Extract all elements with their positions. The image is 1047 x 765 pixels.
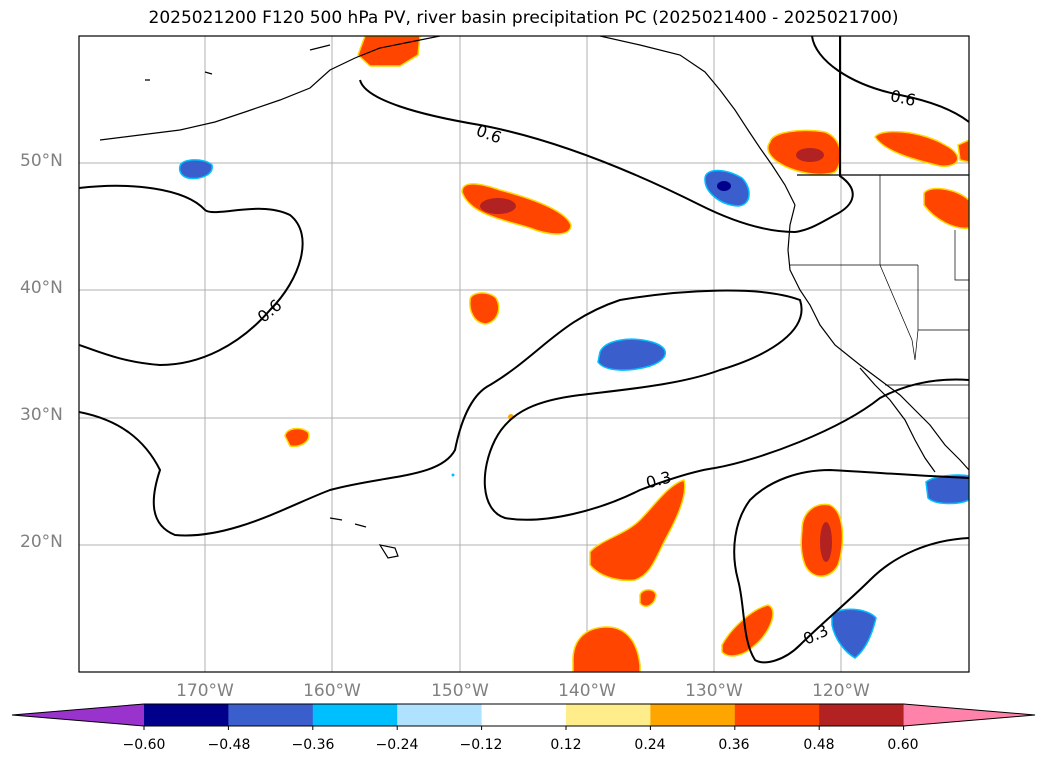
colorbar-tick: 0.12 [550,737,582,753]
colorbar-tick: −0.48 [207,737,251,753]
colorbar-segment [312,704,398,726]
hawaii [329,517,399,559]
lon-label-160w: 160°W [303,681,361,701]
state-borders [790,175,969,361]
lon-label-150w: 150°W [431,681,489,701]
pv-contours [79,36,969,664]
colorbar-segment [144,704,229,726]
lat-label-50n: 50°N [20,151,63,171]
neg-core-wa [717,181,731,191]
pv-contour-main-06 [79,289,803,537]
colorbar [11,703,1036,730]
colorbar-segment [481,704,567,726]
precip-core-bc [796,148,824,162]
colorbar-tick: −0.24 [375,737,419,753]
lat-label-30n: 30°N [20,405,63,425]
gridlines [79,36,969,672]
precip-blob-south [572,626,641,672]
colorbar-segment [650,704,736,726]
map-title: 2025021200 F120 500 hPa PV, river basin … [148,8,899,28]
pv-contour-south-03 [714,378,969,469]
colorbar-segment [566,704,651,726]
precip-blob-midpacific [461,183,572,235]
colorbar-tick: −0.36 [291,737,335,753]
neg-blob-mexico [925,474,969,505]
neg-dot [451,473,455,477]
colorbar-tick: −0.12 [459,737,503,753]
alaska-islands [145,44,331,81]
precip-blob-28n [284,427,310,448]
colorbar-tick: −0.60 [122,737,166,753]
pv-contour-west-06 [79,184,304,367]
positive-precip-areas [284,36,969,672]
colorbar-segment [819,704,905,726]
precip-core-midpacific [480,198,516,214]
precip-band-subtropic [589,479,686,582]
colorbar-extend-min [12,704,144,726]
precip-blob-15n [721,604,774,657]
precip-blob-40n [469,292,500,325]
negative-precip-areas [178,159,969,659]
colorbar-segment [734,704,820,726]
baja-coast [859,367,936,473]
lat-label-20n: 20°N [20,532,63,552]
lon-label-170w: 170°W [176,681,234,701]
pv-contour-ne-06 [811,36,969,123]
colorbar-extend-max [903,704,1035,726]
colorbar-tick: 0.60 [887,737,919,753]
neg-blob-14n [831,608,877,659]
colorbar-segment [397,704,483,726]
colorbar-tick: 0.48 [803,737,835,753]
precip-core-baja-sw [820,522,832,562]
neg-blob-50n [178,159,213,180]
alaska-coast [99,36,796,206]
lat-label-40n: 40°N [20,278,63,298]
precip-blob-16n [639,589,657,607]
map-frame [78,35,970,673]
west-coast [787,204,969,471]
precip-blob-montana [923,187,969,229]
lon-label-140w: 140°W [558,681,616,701]
pv-contour-baja-03 [733,468,969,664]
contour-label: 0.6 [889,86,918,110]
colorbar-tick: 0.24 [634,737,666,753]
precip-blob-east [957,139,969,163]
coastlines [99,36,969,559]
colorbar-segment [228,704,314,726]
precip-blob-idaho [874,130,959,167]
colorbar-tick: 0.36 [718,737,750,753]
pv-contour-north-06 [359,36,854,234]
neg-blob-35n [597,338,666,371]
lon-label-130w: 130°W [685,681,743,701]
lon-label-120w: 120°W [812,681,870,701]
